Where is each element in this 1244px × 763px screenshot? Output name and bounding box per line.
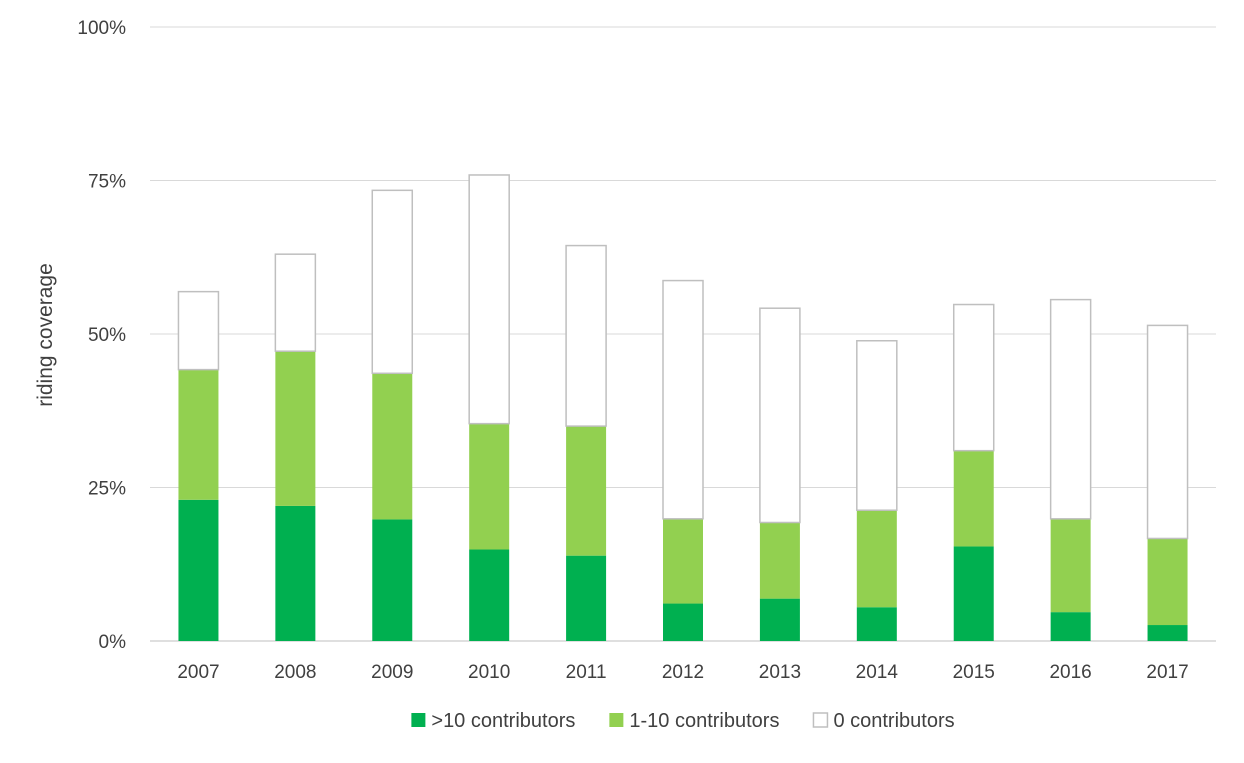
bar-segment-gt10 — [663, 603, 703, 641]
bar-segment-gt10 — [469, 549, 510, 641]
bar-segment-gt10 — [759, 598, 800, 641]
y-tick-label: 25% — [88, 479, 126, 500]
legend-swatch — [411, 713, 426, 727]
bar-segment-zero — [565, 244, 607, 427]
legend-swatch — [609, 713, 624, 727]
x-tick-label: 2012 — [662, 662, 704, 683]
x-tick-label: 2007 — [177, 662, 219, 683]
bar-segment-zero — [759, 307, 801, 524]
bar-segment-gt10 — [372, 519, 413, 641]
legend: >10 contributors 1-10 contributors 0 contr… — [411, 710, 955, 732]
x-tick-label: 2016 — [1049, 662, 1091, 683]
bar-segment-zero — [1049, 298, 1092, 520]
bar-segment-zero — [177, 290, 220, 371]
x-tick-label: 2009 — [371, 662, 413, 683]
bar-segment-1to10 — [663, 518, 703, 604]
x-tick-label: 2008 — [274, 662, 316, 683]
x-axis-ticks: 2007 2008 2009 2010 2011 2012 2013 2014 2015 2016… — [177, 662, 1188, 683]
y-axis-ticks: 0% 25% 50% 75% 100% — [77, 18, 126, 653]
bar-segment-zero — [468, 174, 510, 425]
bar-segment-1to10 — [178, 369, 219, 500]
x-tick-label: 2017 — [1146, 662, 1188, 683]
y-axis-title: riding coverage — [34, 263, 57, 407]
legend-swatch — [812, 712, 829, 728]
y-tick-label: 100% — [77, 18, 126, 39]
x-tick-label: 2011 — [566, 662, 607, 683]
bars — [177, 174, 1189, 641]
bar-segment-zero — [662, 279, 704, 520]
bar-segment-gt10 — [856, 607, 897, 641]
bar-segment-gt10 — [566, 555, 607, 641]
bar-segment-1to10 — [275, 351, 316, 506]
bar-segment-gt10 — [1050, 612, 1091, 641]
bar-segment-zero — [1146, 324, 1189, 540]
bar-segment-1to10 — [469, 423, 510, 550]
legend-label: >10 contributors — [431, 710, 575, 732]
bar-segment-1to10 — [1147, 538, 1188, 626]
y-tick-label: 0% — [99, 632, 127, 653]
bar-segment-zero — [371, 189, 414, 375]
x-tick-label: 2014 — [856, 662, 899, 683]
bar-segment-gt10 — [178, 499, 219, 641]
bar-segment-1to10 — [759, 522, 800, 599]
bar-segment-gt10 — [953, 546, 994, 641]
bar-segment-1to10 — [1050, 518, 1091, 613]
legend-item: 1-10 contributors — [609, 710, 779, 732]
bar-segment-1to10 — [953, 450, 994, 547]
legend-label: 1-10 contributors — [629, 710, 779, 732]
legend-label: 0 contributors — [833, 710, 954, 732]
y-tick-label: 75% — [88, 172, 126, 193]
x-tick-label: 2010 — [468, 662, 510, 683]
legend-item: 0 contributors — [812, 710, 955, 732]
bar-segment-gt10 — [275, 505, 316, 641]
bar-segment-zero — [274, 253, 317, 352]
bar-segment-gt10 — [1147, 625, 1188, 641]
x-tick-label: 2013 — [759, 662, 801, 683]
bar-segment-1to10 — [566, 426, 607, 556]
bar-segment-1to10 — [372, 373, 413, 520]
legend-item: >10 contributors — [411, 710, 575, 732]
x-tick-label: 2015 — [953, 662, 995, 683]
y-tick-label: 50% — [88, 325, 126, 346]
bar-segment-zero — [952, 303, 995, 452]
bar-segment-1to10 — [856, 510, 897, 608]
bar-segment-zero — [856, 340, 898, 511]
